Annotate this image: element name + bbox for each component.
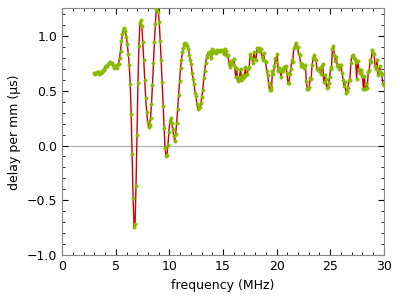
Y-axis label: delay per mm (μs): delay per mm (μs) [8, 74, 21, 190]
X-axis label: frequency (MHz): frequency (MHz) [171, 279, 275, 292]
